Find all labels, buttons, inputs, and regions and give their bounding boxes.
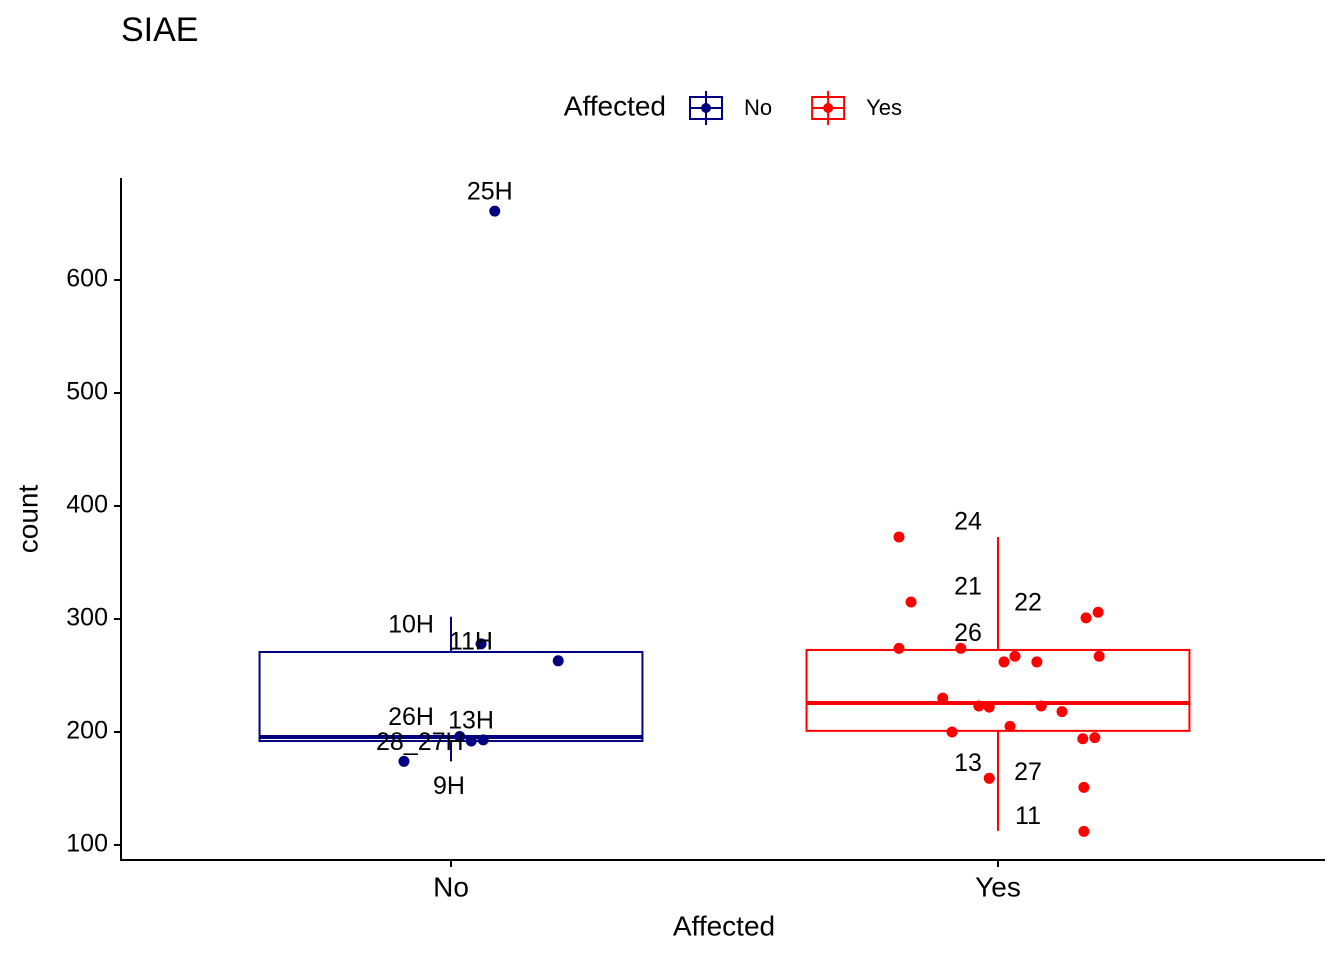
point-label: 9H: [433, 772, 465, 800]
point: [1056, 706, 1068, 718]
point-label: 11H: [449, 627, 493, 655]
point-label: 27: [1014, 758, 1042, 786]
point: [905, 596, 917, 608]
point: [1077, 733, 1089, 745]
point-label: 28_27H: [376, 728, 464, 756]
box: [258, 650, 644, 743]
point-label: 24: [954, 508, 982, 536]
point: [946, 726, 958, 738]
point: [937, 692, 949, 704]
point-label: 13H: [448, 707, 494, 735]
point: [475, 638, 487, 650]
point: [1078, 781, 1090, 793]
point: [454, 731, 466, 743]
legend-title: Affected: [564, 90, 666, 121]
point: [1009, 650, 1021, 662]
point: [1078, 825, 1090, 837]
point: [1080, 612, 1092, 624]
point: [1035, 700, 1047, 712]
point: [998, 656, 1010, 668]
point: [477, 734, 489, 746]
y-tick-label: 500: [66, 378, 108, 406]
legend-label: Yes: [866, 95, 902, 120]
legend-swatch-point: [701, 103, 711, 113]
point: [983, 701, 995, 713]
point: [1092, 606, 1104, 618]
point: [489, 205, 501, 217]
point-label: 26H: [388, 703, 434, 731]
chart-title: SIAE: [121, 11, 198, 49]
x-axis-label: Affected: [673, 910, 775, 941]
point: [1031, 656, 1043, 668]
point: [465, 735, 477, 747]
point: [1004, 720, 1016, 732]
point-label: 22: [1014, 588, 1042, 616]
legend-swatch-point: [823, 103, 834, 113]
point: [973, 700, 985, 712]
point-label: 10H: [388, 610, 434, 638]
y-tick-label: 600: [66, 265, 108, 293]
point-label: 11: [1015, 802, 1041, 830]
box: [805, 648, 1191, 732]
y-tick-label: 100: [66, 830, 108, 858]
point: [1089, 732, 1101, 744]
point-label: 26: [954, 619, 982, 647]
y-axis-label: count: [12, 485, 43, 554]
point-label: 25H: [467, 178, 513, 206]
point-label: 21: [954, 573, 982, 601]
point-label: 13: [954, 749, 982, 777]
point: [955, 642, 967, 654]
x-tick-label: Yes: [975, 871, 1021, 902]
point: [983, 772, 995, 784]
y-tick-label: 400: [66, 491, 108, 519]
y-tick-label: 300: [66, 604, 108, 632]
x-tick-label: No: [433, 871, 469, 902]
y-tick-label: 200: [66, 717, 108, 745]
point: [1093, 650, 1105, 662]
point: [893, 642, 905, 654]
point: [552, 655, 564, 667]
point: [398, 755, 410, 767]
point: [893, 531, 905, 543]
legend-label: No: [744, 95, 772, 120]
